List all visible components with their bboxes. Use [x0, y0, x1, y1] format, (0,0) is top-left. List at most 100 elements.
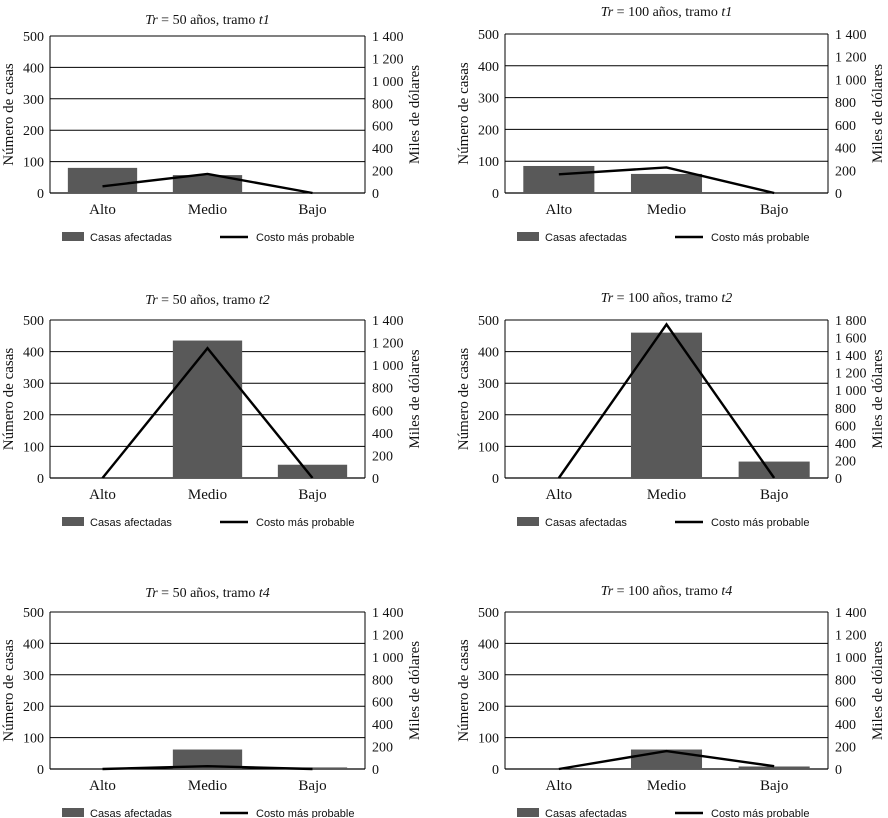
y2-tick-label: 800 — [835, 402, 856, 417]
y-tick-label: 0 — [492, 763, 499, 778]
y-tick-label: 100 — [478, 440, 499, 455]
y-tick-label: 300 — [478, 669, 499, 684]
legend-line-label: Costo más probable — [256, 232, 354, 244]
legend-bar-label: Casas afectadas — [90, 808, 172, 818]
y-tick-label: 0 — [492, 187, 499, 202]
y2-tick-label: 1 200 — [372, 337, 404, 352]
legend-bar-label: Casas afectadas — [545, 808, 627, 818]
y-tick-label: 200 — [23, 124, 44, 139]
y-tick-label: 100 — [478, 732, 499, 747]
y2-tick-label: 200 — [372, 741, 393, 756]
y2-tick-label: 0 — [372, 763, 379, 778]
x-tick-label: Medio — [647, 202, 686, 218]
bar-bajo — [738, 461, 810, 478]
legend-line-label: Costo más probable — [256, 517, 354, 529]
y-tick-label: 0 — [492, 472, 499, 487]
y-tick-label: 400 — [478, 60, 499, 75]
y-tick-label: 500 — [23, 314, 44, 329]
y-tick-label: 500 — [23, 30, 44, 45]
bar-medio — [172, 749, 243, 769]
y-axis-title: Número de casas — [1, 63, 17, 166]
y2-tick-label: 1 200 — [372, 52, 404, 67]
y-tick-label: 300 — [478, 92, 499, 107]
y-tick-label: 300 — [23, 669, 44, 684]
y-tick-label: 0 — [37, 472, 44, 487]
x-tick-label: Medio — [188, 778, 227, 794]
x-tick-label: Bajo — [298, 202, 326, 218]
y2-tick-label: 800 — [372, 673, 393, 688]
y-tick-label: 500 — [478, 28, 499, 43]
y2-tick-label: 400 — [835, 718, 856, 733]
y2-tick-label: 400 — [372, 427, 393, 442]
title-tramo: t2 — [259, 293, 270, 308]
y2-tick-label: 600 — [835, 419, 856, 434]
y2-tick-label: 400 — [372, 718, 393, 733]
y2-tick-label: 1 200 — [372, 628, 404, 643]
y2-tick-label: 200 — [372, 449, 393, 464]
legend-line-label: Costo más probable — [711, 808, 809, 818]
x-tick-label: Medio — [188, 487, 227, 503]
legend-bar-label: Casas afectadas — [545, 232, 627, 244]
y2-tick-label: 1 600 — [835, 332, 867, 347]
title-tr: Tr — [601, 5, 614, 20]
x-tick-label: Alto — [89, 487, 116, 503]
chart-panel-6: Tr = 100 años, tramo t4 0 100 200 300 400 500 0… — [456, 584, 886, 818]
x-tick-label: Bajo — [760, 778, 788, 794]
legend-bar-swatch — [62, 808, 84, 817]
title-middle: = 50 años, tramo — [158, 586, 259, 601]
chart-title: Tr = 100 años, tramo t2 — [601, 291, 733, 306]
y2-tick-label: 1 000 — [372, 651, 404, 666]
title-tr: Tr — [601, 291, 614, 306]
chart-panel-2: Tr = 100 años, tramo t1 0 100 200 300 400 500 0… — [456, 5, 886, 244]
chart-title: Tr = 100 años, tramo t1 — [601, 5, 733, 20]
y2-tick-label: 0 — [372, 472, 379, 487]
y-tick-label: 200 — [23, 700, 44, 715]
y2-tick-label: 1 400 — [835, 606, 867, 621]
chart-panel-4: Tr = 100 años, tramo t2 0 100 200 300 400 500 0… — [456, 291, 886, 529]
y2-axis-title: Miles de dólares — [407, 349, 423, 448]
x-tick-label: Bajo — [760, 487, 788, 503]
x-tick-label: Alto — [545, 487, 572, 503]
legend-bar-label: Casas afectadas — [545, 517, 627, 529]
legend-line-label: Costo más probable — [711, 232, 809, 244]
y2-tick-label: 1 400 — [835, 28, 867, 43]
cost-line — [101, 346, 314, 479]
y-axis-title: Número de casas — [1, 639, 17, 742]
y-axis-title: Número de casas — [456, 348, 472, 451]
bar-medio — [630, 749, 703, 769]
bar-bajo — [277, 464, 348, 478]
y-tick-label: 0 — [37, 187, 44, 202]
legend-bar-swatch — [517, 808, 539, 817]
title-tr: Tr — [601, 584, 614, 599]
x-tick-label: Alto — [89, 778, 116, 794]
y2-tick-label: 200 — [835, 164, 856, 179]
cost-line — [102, 172, 313, 195]
title-tr: Tr — [145, 586, 158, 601]
y2-tick-label: 600 — [372, 404, 393, 419]
bar-alto — [523, 165, 595, 193]
y-tick-label: 400 — [23, 346, 44, 361]
legend-bar-label: Casas afectadas — [90, 232, 172, 244]
y2-tick-label: 1 400 — [372, 314, 404, 329]
y2-tick-label: 1 200 — [835, 628, 867, 643]
y2-tick-label: 1 000 — [372, 75, 404, 90]
x-tick-label: Alto — [545, 778, 572, 794]
y-tick-label: 300 — [23, 93, 44, 108]
title-tr: Tr — [145, 293, 158, 308]
y2-tick-label: 600 — [835, 696, 856, 711]
cost-line — [102, 764, 313, 771]
y2-tick-label: 800 — [372, 97, 393, 112]
y2-tick-label: 1 000 — [372, 359, 404, 374]
bar-bajo — [738, 766, 810, 769]
x-tick-label: Medio — [647, 778, 686, 794]
y2-tick-label: 400 — [372, 142, 393, 157]
cost-line — [557, 322, 776, 479]
title-tr: Tr — [145, 13, 158, 28]
legend-bar-label: Casas afectadas — [90, 517, 172, 529]
x-tick-label: Bajo — [760, 202, 788, 218]
y2-tick-label: 0 — [835, 763, 842, 778]
bar-medio — [172, 340, 243, 478]
y2-tick-label: 400 — [835, 142, 856, 157]
y2-tick-label: 800 — [835, 96, 856, 111]
y-tick-label: 100 — [23, 732, 44, 747]
